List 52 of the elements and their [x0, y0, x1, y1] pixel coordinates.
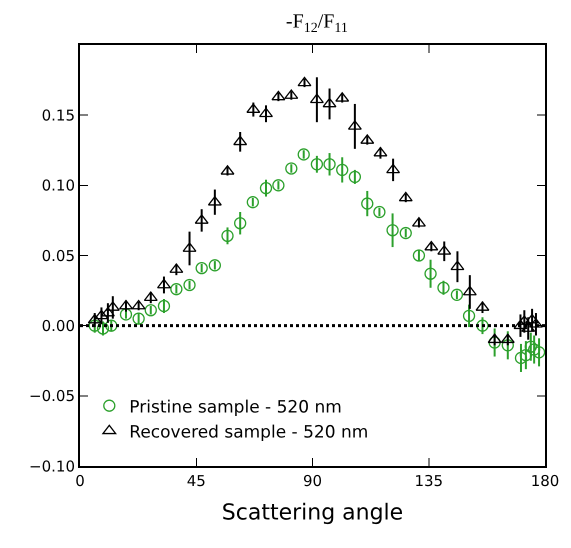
point [120, 308, 132, 321]
point [196, 262, 208, 274]
point [285, 162, 298, 175]
point [170, 283, 183, 296]
point [400, 226, 412, 240]
point [373, 206, 386, 218]
point [88, 320, 101, 332]
point [462, 310, 476, 322]
point [260, 182, 272, 194]
point [323, 158, 336, 170]
point [259, 108, 273, 118]
point [514, 352, 528, 364]
point [488, 336, 501, 349]
point [246, 196, 259, 208]
point [502, 339, 514, 352]
x-tick-label: 90 [302, 472, 322, 490]
legend-label: Recovered sample - 520 nm [129, 422, 368, 442]
point [221, 230, 234, 242]
point [183, 278, 196, 292]
y-tick-label: 0.15 [42, 106, 75, 124]
y-tick-label: 0.00 [42, 316, 75, 335]
point [532, 346, 545, 358]
point [476, 320, 489, 332]
point [144, 304, 157, 316]
point [424, 268, 437, 280]
point [336, 164, 348, 176]
y-tick-label: 0.05 [42, 246, 75, 265]
x-tick-label: 0 [75, 472, 85, 490]
x-tick-label: 45 [186, 472, 206, 490]
point [132, 312, 145, 325]
point [437, 282, 450, 294]
y-tick-label: −0.05 [29, 387, 75, 406]
point [96, 322, 110, 335]
chart-title: -F$_{12}$/F$_{11}$ [286, 10, 348, 36]
point [310, 158, 324, 170]
point [208, 259, 221, 272]
x-tick-label: 135 [414, 472, 444, 490]
point [105, 320, 118, 332]
point [386, 224, 399, 236]
point [361, 197, 374, 210]
legend-label: Pristine sample - 520 nm [129, 397, 342, 418]
point [234, 217, 246, 230]
point [158, 300, 170, 312]
point [272, 179, 285, 192]
point [450, 288, 464, 301]
y-tick-label: −0.10 [29, 457, 75, 476]
point [348, 170, 362, 184]
y-tick-label: 0.10 [42, 176, 75, 195]
x-tick-label: 180 [530, 472, 560, 490]
point [412, 249, 426, 262]
point [298, 148, 310, 161]
x-axis-title: Scattering angle [222, 500, 404, 526]
